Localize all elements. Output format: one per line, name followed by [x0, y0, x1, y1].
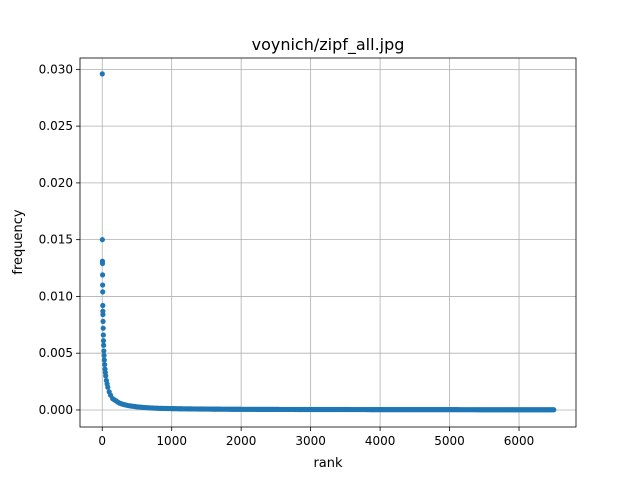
data-point — [102, 361, 108, 368]
data-point — [101, 342, 107, 348]
plot-frame — [79, 57, 577, 428]
data-point — [99, 237, 105, 243]
data-point — [100, 311, 106, 318]
data-point — [100, 338, 107, 344]
x-tick-label: 6000 — [504, 434, 535, 448]
y-tick-label: 0.025 — [39, 119, 73, 133]
y-axis-label: frequency — [11, 209, 26, 275]
x-tick-label: 2000 — [226, 434, 257, 448]
y-tick-label: 0.005 — [39, 346, 73, 360]
x-tick-label: 4000 — [365, 434, 396, 448]
x-tick-label: 3000 — [295, 434, 326, 448]
data-point — [103, 373, 109, 379]
x-axis-label: rank — [313, 456, 343, 471]
data-point — [99, 260, 106, 267]
x-tick-label: 1000 — [156, 434, 187, 448]
y-tick-label: 0.020 — [39, 176, 73, 190]
data-point — [101, 357, 107, 363]
data-point — [100, 289, 106, 295]
data-point — [99, 71, 105, 77]
x-tick-label: 5000 — [434, 434, 465, 448]
data-point — [100, 282, 106, 288]
data-point — [549, 407, 556, 413]
y-tick-label: 0.010 — [39, 289, 73, 303]
data-point — [99, 272, 106, 278]
y-tick-label: 0.015 — [39, 233, 73, 247]
data-point — [100, 318, 106, 325]
data-point — [100, 325, 106, 331]
data-point — [101, 352, 107, 359]
data-point — [101, 348, 107, 354]
x-tick-label: 0 — [98, 434, 106, 448]
y-tick-label: 0.030 — [39, 62, 73, 76]
data-point — [100, 332, 106, 338]
data-point — [105, 384, 111, 390]
y-tick-label: 0.000 — [39, 403, 73, 417]
data-point — [100, 302, 106, 309]
chart-title: voynich/zipf_all.jpg — [252, 35, 405, 55]
